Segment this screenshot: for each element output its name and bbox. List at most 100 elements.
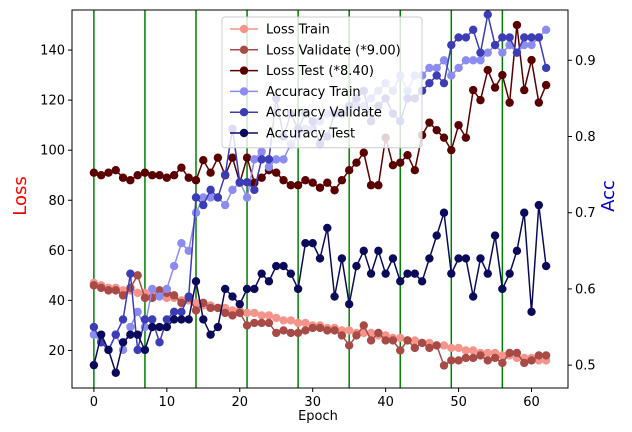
- data-point: [96, 171, 106, 180]
- data-point: [206, 303, 215, 313]
- data-point: [505, 98, 514, 107]
- data-point: [228, 311, 237, 320]
- data-point: [213, 322, 223, 332]
- y-left-tick-label: 120: [40, 94, 65, 109]
- data-point: [286, 269, 296, 278]
- y-right-tick-label: 0.8: [575, 130, 596, 145]
- data-point: [155, 338, 164, 347]
- data-point: [432, 231, 441, 240]
- data-point: [279, 176, 288, 185]
- data-point: [199, 155, 208, 165]
- data-point: [250, 318, 259, 328]
- data-point: [169, 171, 179, 180]
- data-point: [89, 168, 99, 177]
- data-point: [301, 326, 310, 335]
- data-point: [454, 343, 463, 353]
- legend-label: Loss Validate (*9.00): [266, 43, 401, 58]
- data-point: [169, 307, 179, 316]
- data-point: [454, 33, 463, 42]
- data-point: [228, 292, 237, 301]
- data-point: [498, 284, 507, 294]
- data-point: [257, 311, 266, 320]
- data-point: [541, 261, 551, 271]
- data-point: [199, 200, 208, 210]
- data-point: [96, 283, 106, 293]
- data-point: [155, 286, 164, 295]
- series-accuracy-test: [89, 200, 551, 377]
- data-point: [439, 208, 449, 217]
- data-point: [315, 323, 325, 333]
- data-point: [520, 33, 529, 42]
- data-point: [169, 261, 179, 271]
- data-point: [213, 153, 223, 162]
- data-point: [381, 269, 390, 278]
- x-tick-label: 10: [159, 395, 176, 410]
- data-point: [461, 346, 471, 355]
- legend-swatch-marker: [239, 24, 249, 34]
- data-point: [425, 118, 434, 127]
- data-point: [118, 291, 128, 300]
- data-point: [111, 368, 120, 377]
- data-point: [344, 326, 354, 335]
- data-point: [498, 358, 507, 368]
- data-point: [308, 239, 317, 248]
- data-point: [476, 351, 485, 360]
- data-point: [264, 318, 274, 328]
- data-point: [512, 348, 522, 358]
- data-point: [410, 269, 420, 278]
- data-point: [534, 33, 544, 42]
- data-point: [257, 318, 266, 328]
- legend-item: Loss Train: [230, 23, 330, 38]
- data-point: [148, 171, 157, 180]
- data-point: [512, 48, 522, 57]
- data-point: [366, 181, 376, 190]
- data-point: [483, 65, 492, 75]
- y-left-tick-label: 60: [48, 244, 65, 259]
- data-point: [527, 33, 536, 42]
- data-point: [286, 328, 296, 338]
- data-point: [388, 336, 398, 345]
- data-point: [417, 338, 427, 348]
- data-point: [242, 308, 252, 318]
- data-point: [425, 78, 434, 88]
- data-point: [352, 331, 361, 340]
- data-point: [96, 330, 106, 339]
- legend-label: Accuracy Test: [266, 127, 355, 142]
- data-point: [534, 98, 544, 107]
- data-point: [104, 345, 113, 355]
- data-point: [505, 348, 514, 358]
- data-point: [162, 315, 172, 324]
- data-point: [220, 284, 230, 294]
- data-point: [133, 307, 142, 316]
- data-point: [148, 284, 157, 294]
- data-point: [447, 269, 456, 278]
- legend-swatch-marker: [239, 66, 249, 75]
- data-point: [155, 292, 164, 301]
- data-point: [242, 153, 252, 162]
- data-point: [396, 333, 405, 343]
- data-point: [476, 254, 485, 263]
- data-point: [250, 308, 259, 318]
- data-point: [468, 85, 478, 95]
- data-point: [344, 341, 354, 350]
- data-point: [235, 299, 244, 309]
- data-point: [490, 40, 500, 50]
- data-point: [177, 298, 186, 308]
- y-left-tick-label: 140: [40, 44, 65, 59]
- data-point: [257, 173, 266, 182]
- x-tick-label: 0: [90, 395, 98, 410]
- data-point: [279, 316, 288, 325]
- data-point: [396, 277, 405, 286]
- data-point: [293, 318, 303, 328]
- y-right-tick-label: 0.5: [575, 359, 596, 374]
- data-point: [534, 351, 544, 360]
- data-point: [403, 336, 412, 345]
- data-point: [366, 269, 376, 278]
- data-point: [439, 56, 449, 65]
- data-point: [155, 322, 164, 332]
- data-point: [432, 125, 441, 135]
- data-point: [177, 239, 186, 248]
- data-point: [468, 292, 478, 301]
- data-point: [476, 95, 485, 105]
